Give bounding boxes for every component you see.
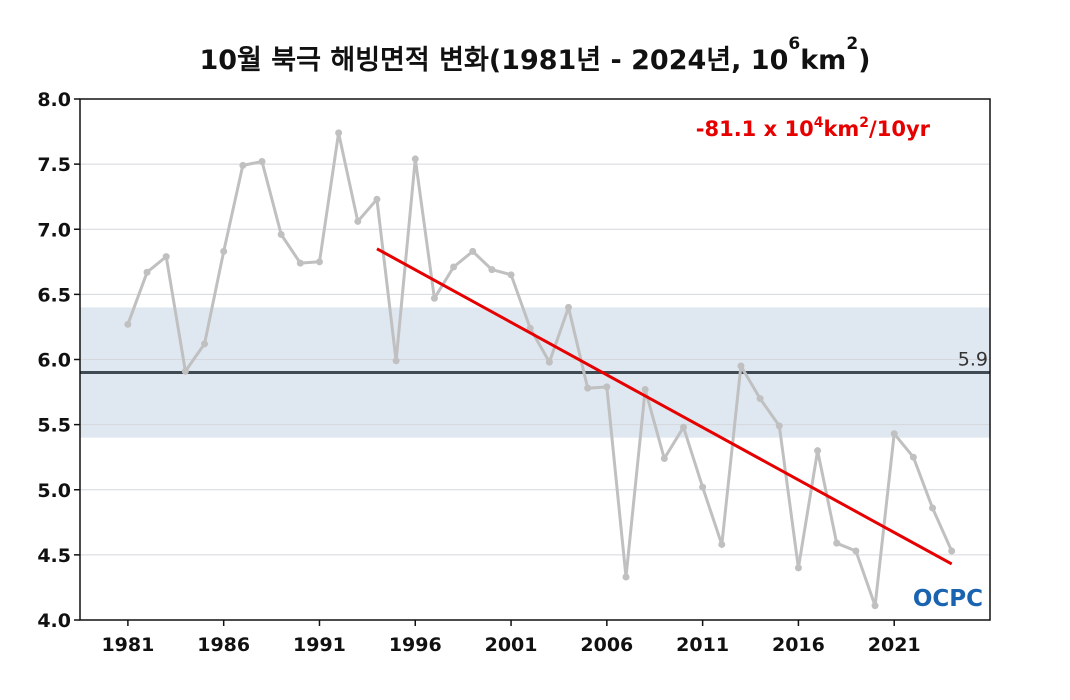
data-point — [354, 217, 362, 225]
data-point — [411, 155, 419, 163]
data-point — [641, 385, 649, 393]
x-tick-label: 2011 — [676, 634, 729, 656]
data-point — [948, 547, 956, 555]
data-point — [679, 423, 687, 431]
data-point — [603, 383, 611, 391]
x-tick-label: 2016 — [772, 634, 825, 656]
data-point — [545, 358, 553, 366]
x-tick-label: 1996 — [389, 634, 442, 656]
data-point — [890, 430, 898, 438]
data-point — [258, 158, 266, 166]
data-point — [526, 324, 534, 332]
y-tick-label: 4.0 — [37, 610, 71, 632]
data-point — [814, 447, 822, 455]
x-tick-label: 2001 — [485, 634, 538, 656]
title-sup-1: 6 — [788, 34, 801, 54]
data-point — [622, 573, 630, 581]
x-tick-label: 1991 — [293, 634, 346, 656]
data-point — [909, 453, 917, 461]
data-point — [392, 357, 400, 365]
data-point — [507, 271, 515, 279]
title-end: ) — [858, 45, 871, 76]
data-point — [718, 540, 726, 548]
data-point — [450, 263, 458, 271]
title-mid: km — [800, 45, 847, 76]
y-tick-label: 7.5 — [37, 154, 71, 176]
y-tick-label: 4.5 — [37, 545, 71, 567]
x-tick-label: 2006 — [580, 634, 633, 656]
y-tick-label: 5.5 — [37, 415, 71, 437]
data-point — [871, 602, 879, 610]
x-tick-label: 1981 — [101, 634, 154, 656]
data-point — [220, 247, 228, 255]
data-point — [335, 129, 343, 137]
data-point — [162, 253, 170, 261]
ocpc-logo: OCPC — [913, 586, 983, 612]
data-point — [315, 258, 323, 266]
mean-layer: 5.9 — [80, 349, 990, 375]
data-point — [296, 259, 304, 267]
data-point — [488, 266, 496, 274]
data-point — [660, 454, 668, 462]
data-point — [124, 320, 132, 328]
axis-layer: 4.0 4.5 5.0 5.5 6.0 6.5 7.0 7.5 8.0 1981 1986 1991 1… — [37, 89, 920, 656]
data-point — [737, 362, 745, 370]
chart-title: 10월 북극 해빙면적 변화(1981년 - 2024년, 106km2) — [0, 34, 1070, 77]
mean-label: 5.9 — [958, 349, 988, 371]
data-point — [469, 247, 477, 255]
data-point — [699, 483, 707, 491]
data-point — [201, 340, 209, 348]
data-point — [852, 547, 860, 555]
data-point — [277, 230, 285, 238]
trend-label: -81.1 x 104km2/10yr — [696, 115, 931, 141]
y-tick-label: 5.0 — [37, 480, 71, 502]
x-tick-label: 1986 — [197, 634, 250, 656]
y-tick-label: 7.0 — [37, 219, 71, 241]
x-tick-label: 2021 — [868, 634, 921, 656]
data-point — [239, 161, 247, 169]
y-tick-label: 8.0 — [37, 89, 71, 111]
series-layer — [124, 129, 956, 610]
series-line — [126, 131, 954, 608]
data-point — [756, 395, 764, 403]
grid-layer — [80, 163, 990, 556]
trend-layer — [376, 247, 953, 566]
y-tick-label: 6.5 — [37, 284, 71, 306]
data-point — [373, 195, 381, 203]
data-point — [833, 539, 841, 547]
data-point — [584, 384, 592, 392]
data-point — [181, 367, 189, 375]
trend-line — [376, 247, 953, 566]
data-point — [143, 268, 151, 276]
data-point — [929, 504, 937, 512]
title-main: 10월 북극 해빙면적 변화(1981년 - 2024년, 10 — [199, 45, 789, 76]
data-point — [794, 564, 802, 572]
data-point — [430, 294, 438, 302]
y-tick-label: 6.0 — [37, 350, 71, 372]
data-point — [775, 422, 783, 430]
title-sup-2: 2 — [846, 34, 859, 54]
data-point — [565, 303, 573, 311]
